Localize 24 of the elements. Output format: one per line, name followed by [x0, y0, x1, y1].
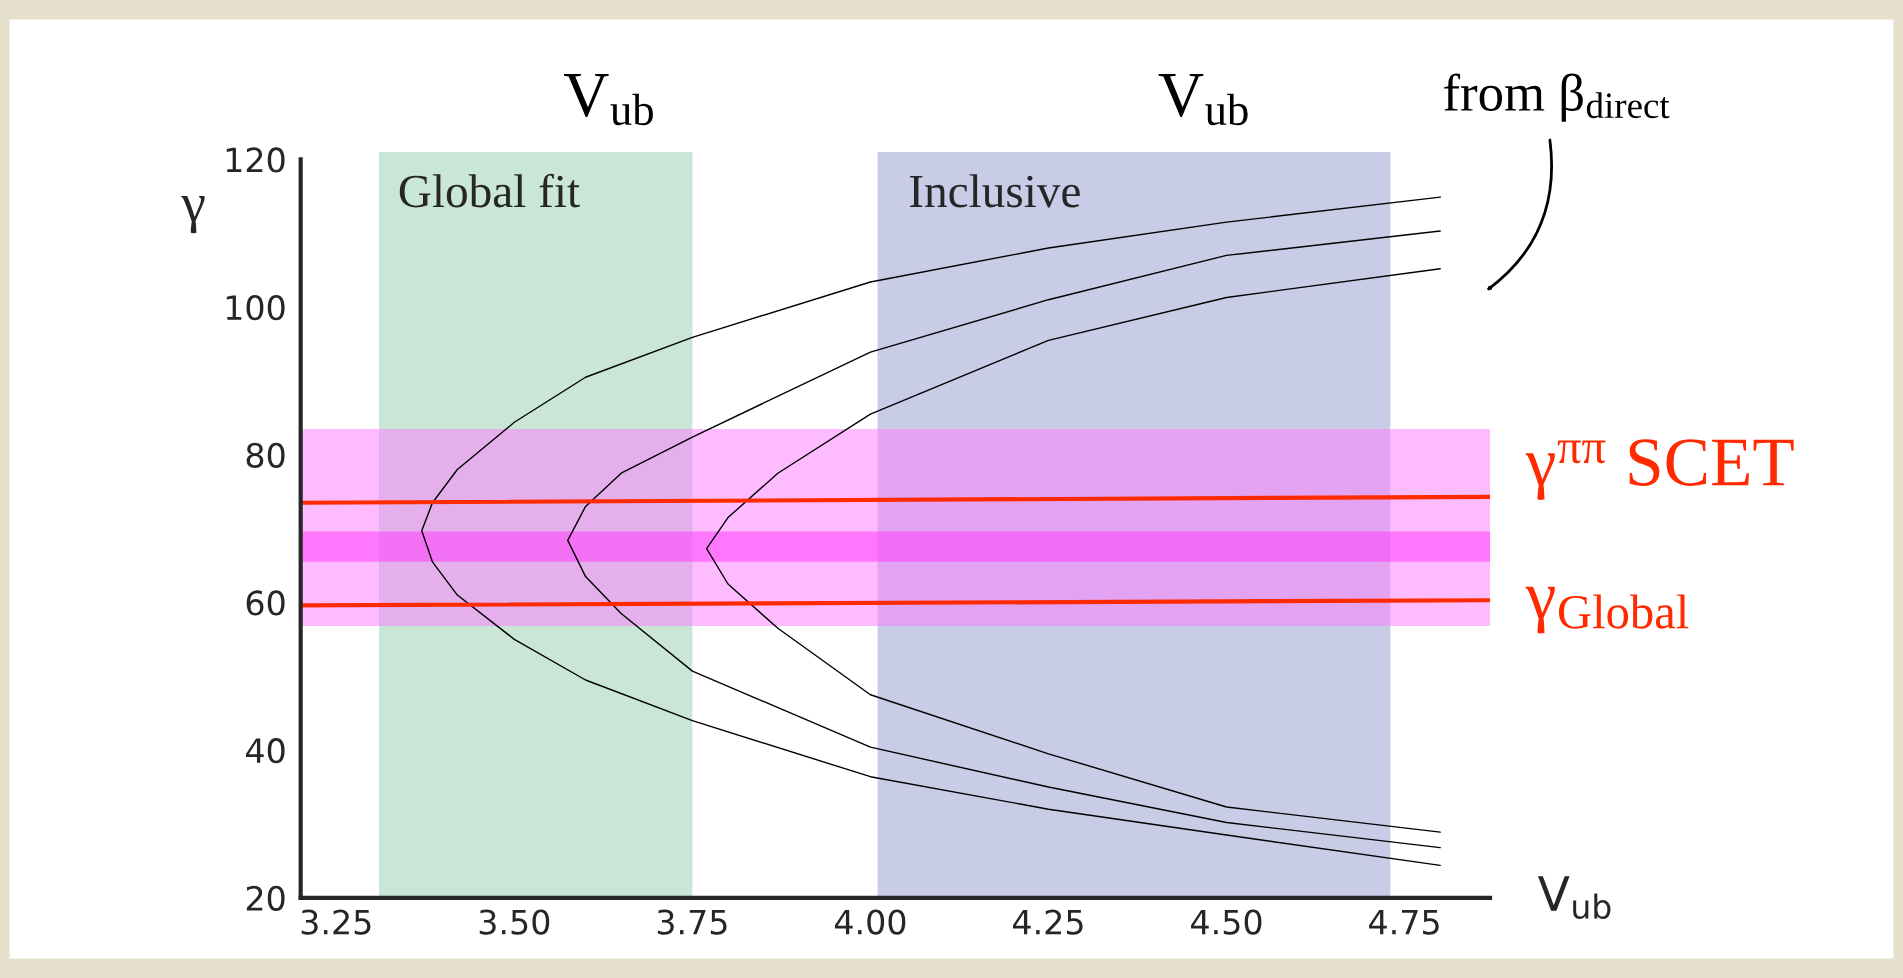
x-tick-label: 3.75: [657, 909, 727, 935]
x-tick-label: 4.00: [834, 909, 906, 935]
line-series: [705, 268, 1441, 833]
x-axis-title: V$_{ub}$: [1537, 876, 1611, 920]
y-tick-label: 40: [246, 738, 285, 764]
text: γ$_{Global}$: [1525, 586, 1689, 634]
x-tick-label: 3.25: [301, 909, 371, 935]
band-label: Global fit: [399, 173, 580, 208]
x-tick-label: 4.75: [1369, 909, 1439, 935]
y-tick-label: 80: [246, 442, 285, 468]
text: V$_{ub}$: [563, 74, 653, 126]
x-tick-label: 3.50: [479, 909, 550, 935]
x-tick-label: 4.50: [1191, 909, 1262, 935]
x-tick-label: 4.25: [1013, 909, 1083, 935]
y-tick-label: 60: [246, 590, 285, 616]
band-label: Inclusive: [910, 174, 1080, 208]
y-axis-title: γ: [181, 195, 205, 234]
text: γ$^{ππ}$ SCET: [1525, 439, 1794, 500]
text: from β$_{direct}$: [1444, 73, 1670, 122]
text: V$_{ub}$: [1158, 74, 1248, 126]
y-tick-label: 20: [246, 885, 285, 911]
y-tick-label: 100: [226, 295, 285, 321]
y-tick-label: 120: [226, 147, 285, 173]
line-series: [567, 230, 1441, 849]
